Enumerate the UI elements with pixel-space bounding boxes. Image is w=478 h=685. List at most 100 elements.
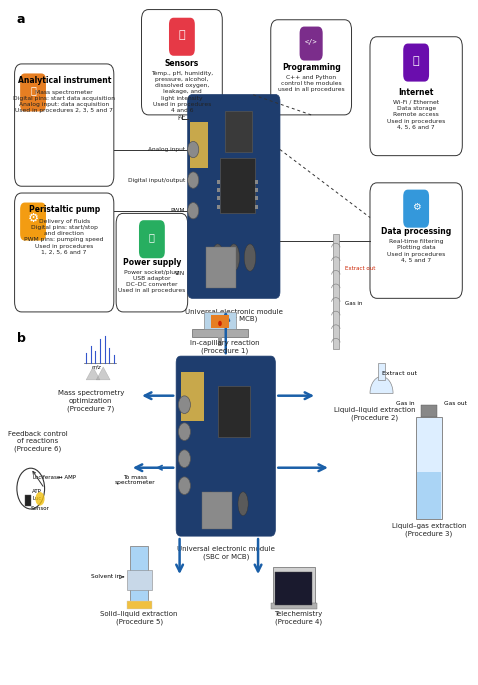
Circle shape xyxy=(178,450,190,468)
Text: C++ and Python
control the modules
used in all procedures: C++ and Python control the modules used … xyxy=(278,75,345,92)
Bar xyxy=(130,547,149,604)
Text: Temp., pH, humidity,
pressure, alcohol,
dissolved oxygen,
leakage, and
light int: Temp., pH, humidity, pressure, alcohol, … xyxy=(151,71,213,113)
Ellipse shape xyxy=(238,492,248,516)
Text: m/z: m/z xyxy=(92,364,101,369)
Bar xyxy=(206,247,236,288)
Text: 📊: 📊 xyxy=(30,85,36,95)
Circle shape xyxy=(178,396,190,414)
Text: Gas in: Gas in xyxy=(345,301,362,306)
Bar xyxy=(127,601,152,609)
Text: Luciferase: Luciferase xyxy=(33,475,61,480)
Ellipse shape xyxy=(244,244,256,271)
Text: Gas in: Gas in xyxy=(396,401,415,406)
Text: ⚙: ⚙ xyxy=(412,201,421,212)
Bar xyxy=(181,388,204,405)
Text: To mass
spectrometer: To mass spectrometer xyxy=(114,475,155,485)
FancyBboxPatch shape xyxy=(15,193,114,312)
Ellipse shape xyxy=(222,492,232,516)
Text: Luc: Luc xyxy=(33,496,42,501)
Bar xyxy=(217,180,220,184)
Text: ATP: ATP xyxy=(33,490,42,495)
Text: Solid–liquid extraction
(Procedure 5): Solid–liquid extraction (Procedure 5) xyxy=(100,611,178,625)
Text: Power supply: Power supply xyxy=(123,258,181,266)
Ellipse shape xyxy=(212,244,223,271)
Circle shape xyxy=(188,141,199,158)
FancyBboxPatch shape xyxy=(176,356,275,536)
Text: Data processing: Data processing xyxy=(381,227,451,236)
Text: PWM: PWM xyxy=(171,208,185,213)
Polygon shape xyxy=(86,367,100,380)
Bar xyxy=(192,329,248,337)
Text: ⚙: ⚙ xyxy=(27,212,39,225)
Text: Analytical instrument: Analytical instrument xyxy=(18,76,111,85)
Bar xyxy=(217,337,222,346)
Text: Sensors: Sensors xyxy=(165,59,199,68)
FancyBboxPatch shape xyxy=(403,190,429,227)
Text: Universal electronic module
(SBC or MCB): Universal electronic module (SBC or MCB) xyxy=(185,308,283,322)
Bar xyxy=(204,312,236,329)
Bar xyxy=(127,570,152,590)
FancyBboxPatch shape xyxy=(370,37,462,155)
Text: Peristaltic pump: Peristaltic pump xyxy=(29,206,100,214)
Bar xyxy=(181,371,204,388)
Text: Extract out: Extract out xyxy=(345,266,375,271)
Text: → AMP: → AMP xyxy=(58,475,76,480)
Circle shape xyxy=(35,492,44,506)
FancyBboxPatch shape xyxy=(403,44,429,82)
Bar xyxy=(333,234,338,349)
Ellipse shape xyxy=(228,244,239,271)
Polygon shape xyxy=(96,367,110,380)
Bar xyxy=(25,495,31,506)
Bar xyxy=(217,188,220,192)
Text: In-capillary reaction
(Procedure 1): In-capillary reaction (Procedure 1) xyxy=(190,340,260,354)
Text: a: a xyxy=(17,13,25,26)
Bar xyxy=(378,363,385,380)
FancyBboxPatch shape xyxy=(15,64,114,186)
Circle shape xyxy=(218,321,222,326)
Bar xyxy=(190,123,208,139)
Circle shape xyxy=(188,172,199,188)
Ellipse shape xyxy=(206,492,216,516)
Text: Digital input/output: Digital input/output xyxy=(128,177,185,183)
Text: b: b xyxy=(17,332,26,345)
Text: I²C: I²C xyxy=(177,116,185,121)
Text: Power socket/plug
USB adaptor
DC–DC converter
Used in all procedures: Power socket/plug USB adaptor DC–DC conv… xyxy=(118,270,185,293)
Bar xyxy=(273,566,315,608)
Bar xyxy=(190,151,208,168)
Bar xyxy=(271,603,317,609)
Text: Wi-Fi / Ethernet
Data storage
Remote access
Used in procedures
4, 5, 6 and 7: Wi-Fi / Ethernet Data storage Remote acc… xyxy=(387,100,445,129)
Bar xyxy=(275,572,312,605)
FancyBboxPatch shape xyxy=(139,220,165,258)
Text: Universal electronic module
(SBC or MCB): Universal electronic module (SBC or MCB) xyxy=(177,547,275,560)
FancyBboxPatch shape xyxy=(20,203,46,240)
Text: 🌐: 🌐 xyxy=(413,55,420,66)
Text: Mass spectrometer
Digital pins: start data acquisition
Analog input: data acquis: Mass spectrometer Digital pins: start da… xyxy=(13,90,115,113)
FancyBboxPatch shape xyxy=(169,18,195,55)
Text: 🔌: 🔌 xyxy=(149,232,155,242)
Bar xyxy=(220,158,255,213)
FancyBboxPatch shape xyxy=(188,95,280,299)
Text: 🌡: 🌡 xyxy=(179,29,185,40)
Polygon shape xyxy=(370,377,393,393)
Text: Telechemistry
(Procedure 4): Telechemistry (Procedure 4) xyxy=(274,611,323,625)
Text: Sensor: Sensor xyxy=(31,506,49,512)
Circle shape xyxy=(178,423,190,440)
FancyBboxPatch shape xyxy=(370,183,462,299)
Bar xyxy=(255,197,258,201)
FancyBboxPatch shape xyxy=(141,10,222,115)
Text: Solvent in: Solvent in xyxy=(91,575,121,580)
Text: Programming: Programming xyxy=(282,62,340,71)
Bar xyxy=(255,180,258,184)
Text: Real-time filtering
Plotting data
Used in procedures
4, 5 and 7: Real-time filtering Plotting data Used i… xyxy=(387,239,445,263)
Bar xyxy=(421,405,437,417)
FancyBboxPatch shape xyxy=(20,73,46,112)
Text: Liquid–gas extraction
(Procedure 3): Liquid–gas extraction (Procedure 3) xyxy=(392,523,467,536)
Bar xyxy=(217,197,220,201)
Bar xyxy=(181,404,204,421)
Text: Liquid–liquid extraction
(Procedure 2): Liquid–liquid extraction (Procedure 2) xyxy=(334,407,415,421)
Text: Gas out: Gas out xyxy=(444,401,467,406)
Bar xyxy=(190,136,208,153)
Text: </>: </> xyxy=(305,38,317,45)
Circle shape xyxy=(178,477,190,495)
FancyBboxPatch shape xyxy=(116,214,188,312)
